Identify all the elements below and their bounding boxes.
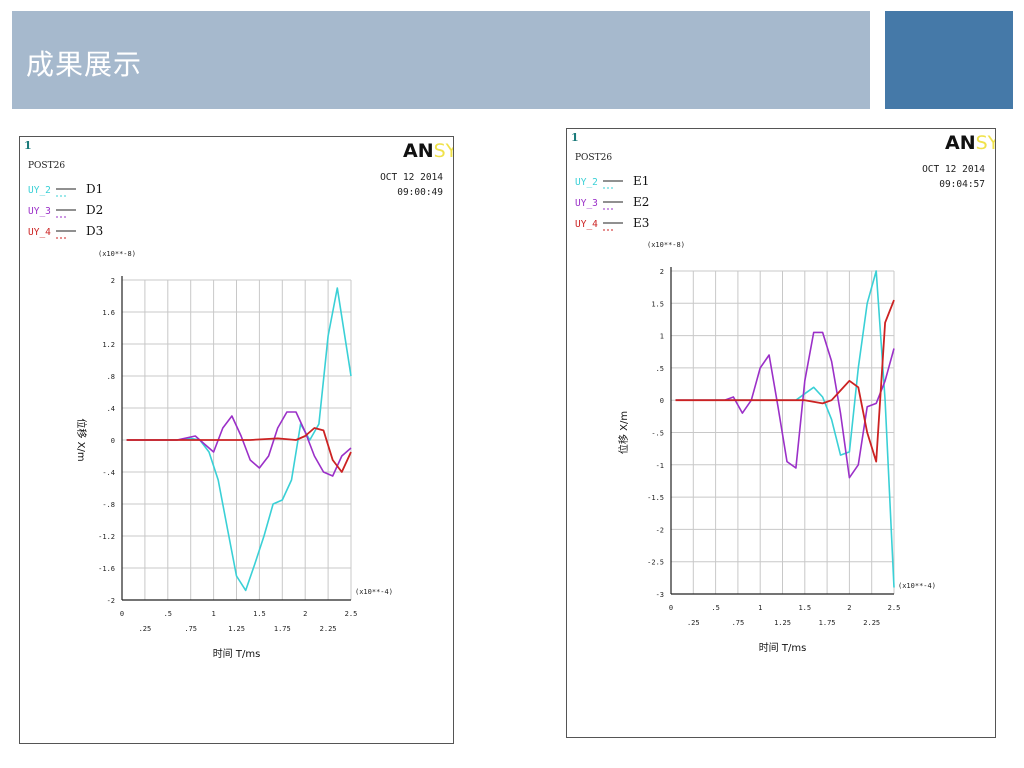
x-tick-label: .25: [687, 619, 700, 627]
ansys-logo: ANSYS: [945, 132, 995, 154]
date-label: OCT 12 2014: [380, 172, 443, 183]
x-tick-label: 0: [669, 604, 673, 612]
time-label: 09:04:57: [939, 179, 985, 190]
y-tick-label: -1.5: [647, 494, 664, 502]
y-tick-label: -.4: [102, 469, 115, 477]
title-banner: 成果展示: [12, 11, 870, 109]
x-axis-title: 时间 T/ms: [213, 647, 261, 660]
x-tick-label: 2: [847, 604, 851, 612]
y-tick-label: 2: [660, 268, 664, 276]
y-tick-label: -1.6: [98, 565, 115, 573]
y-tick-label: -.5: [651, 430, 664, 438]
y-tick-label: 1.6: [102, 309, 115, 317]
post26-label: POST26: [28, 161, 65, 171]
y-tick-label: .8: [107, 373, 115, 381]
x-tick-label: 2.25: [320, 625, 337, 633]
chart-panel-right: 1 POST26 ANSYS OCT 12 2014 09:04:57 UY_2 E1 UY_…: [566, 128, 996, 738]
y-axis-title: 位移 X/m: [617, 411, 630, 454]
x-multiplier-label: (x10**-4): [898, 582, 936, 590]
legend-var-2: UY_4: [28, 227, 51, 238]
x-axis-title: 时间 T/ms: [759, 641, 807, 654]
x-tick-label: 2.25: [863, 619, 880, 627]
y-axis-title: 位移 X/m: [75, 418, 88, 461]
x-tick-label: 2.5: [888, 604, 901, 612]
x-tick-label: 1.25: [228, 625, 245, 633]
series-line-uy-2: [675, 270, 895, 588]
date-label: OCT 12 2014: [922, 164, 985, 175]
x-tick-label: .5: [164, 610, 172, 618]
x-tick-label: 1.75: [819, 619, 836, 627]
legend-var-1: UY_3: [575, 198, 598, 209]
x-tick-label: 0: [120, 610, 124, 618]
legend-label-1: E2: [633, 195, 649, 209]
ansys-logo-an: AN: [945, 132, 976, 154]
ansys-logo-an: AN: [403, 140, 434, 162]
x-tick-label: .5: [711, 604, 719, 612]
y-tick-label: 0: [111, 437, 115, 445]
y-tick-label: -1: [656, 462, 664, 470]
ansys-logo-sys: SYS: [434, 140, 453, 162]
legend-var-0: UY_2: [575, 177, 598, 188]
chart-svg-left: 1 POST26 ANSYS OCT 12 2014 09:00:49 UY_2 D1 UY_…: [24, 139, 453, 660]
x-tick-label: .75: [184, 625, 197, 633]
x-tick-label: 1: [758, 604, 762, 612]
legend-label-1: D2: [86, 203, 103, 217]
y-tick-label: 2: [111, 277, 115, 285]
legend-label-2: E3: [633, 216, 649, 230]
ansys-logo: ANSYS: [403, 140, 453, 162]
series-line-uy-3: [126, 411, 352, 477]
y-tick-label: 1.5: [651, 300, 664, 308]
x-tick-label: 1.25: [774, 619, 791, 627]
x-multiplier-label: (x10**-4): [355, 588, 393, 596]
x-tick-label: .75: [732, 619, 745, 627]
x-tick-label: 1: [211, 610, 215, 618]
chart-svg-right: 1 POST26 ANSYS OCT 12 2014 09:04:57 UY_2 E1 UY_…: [571, 131, 995, 654]
legend-var-0: UY_2: [28, 185, 51, 196]
legend-label-0: E1: [633, 174, 649, 188]
y-tick-label: .5: [656, 365, 664, 373]
y-tick-label: -2: [656, 526, 664, 534]
y-tick-label: -2.5: [647, 559, 664, 567]
x-tick-label: 2.5: [345, 610, 358, 618]
y-tick-label: -1.2: [98, 533, 115, 541]
y-tick-label: .4: [107, 405, 115, 413]
y-multiplier-label: (x10**-8): [98, 250, 136, 258]
y-tick-label: 0: [660, 397, 664, 405]
window-number: 1: [24, 139, 32, 152]
x-tick-label: 1.5: [798, 604, 811, 612]
series-line-uy-4: [126, 427, 352, 473]
legend-label-0: D1: [86, 182, 103, 196]
x-tick-label: 1.75: [274, 625, 291, 633]
series-line-uy-4: [675, 299, 895, 463]
legend-var-2: UY_4: [575, 219, 598, 230]
y-multiplier-label: (x10**-8): [647, 241, 685, 249]
accent-block: [885, 11, 1013, 109]
y-tick-label: 1: [660, 333, 664, 341]
time-label: 09:00:49: [397, 187, 443, 198]
chart-panel-left: 1 POST26 ANSYS OCT 12 2014 09:00:49 UY_2 D1 UY_…: [19, 136, 454, 744]
y-tick-label: -2: [107, 597, 115, 605]
window-number: 1: [571, 131, 579, 144]
slide-title: 成果展示: [26, 48, 143, 81]
y-tick-label: -3: [656, 591, 664, 599]
x-tick-label: .25: [139, 625, 152, 633]
series-line-uy-3: [675, 331, 895, 479]
ansys-logo-sys: SYS: [976, 132, 995, 154]
x-tick-label: 2: [303, 610, 307, 618]
legend-label-2: D3: [86, 224, 103, 238]
legend-var-1: UY_3: [28, 206, 51, 217]
x-tick-label: 1.5: [253, 610, 266, 618]
y-tick-label: -.8: [102, 501, 115, 509]
post26-label: POST26: [575, 153, 612, 163]
y-tick-label: 1.2: [102, 341, 115, 349]
